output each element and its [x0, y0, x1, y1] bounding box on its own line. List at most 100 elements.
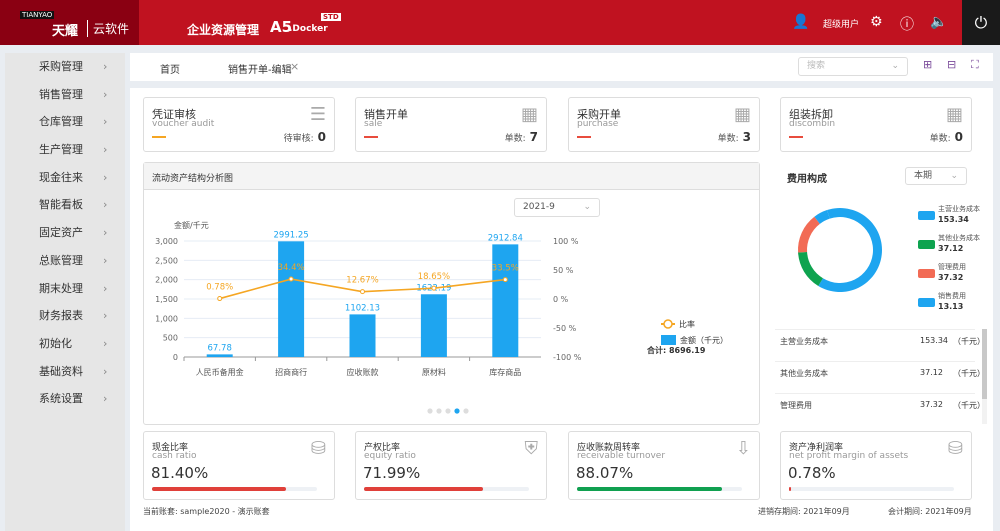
chevron-down-icon: ⌄ — [891, 61, 899, 71]
summary-card[interactable]: 销售开单 sale ▦ 单数: 7 — [355, 97, 547, 152]
sidebar-item[interactable]: 初始化 › — [5, 330, 125, 358]
chevron-right-icon: › — [103, 170, 108, 184]
sidebar-item[interactable]: 现金往来 › — [5, 164, 125, 192]
y-tick-label: 1,500 — [155, 295, 178, 304]
sidebar-item[interactable]: 财务报表 › — [5, 302, 125, 330]
donut-slice[interactable] — [814, 210, 830, 224]
current-account: 当前账套: sample2020 - 演示账套 — [143, 507, 270, 516]
x-tick-label: 招商商行 — [275, 367, 307, 377]
expense-row-value: 37.32 — [920, 400, 943, 409]
ratio-label: 33.5% — [492, 264, 519, 274]
legend-bar-swatch — [661, 335, 676, 345]
search-input[interactable]: 搜索 ⌄ — [798, 57, 908, 76]
card-count: 单数: 0 — [930, 130, 963, 144]
donut-slice[interactable] — [798, 216, 820, 253]
close-icon[interactable]: × — [290, 60, 300, 73]
donut-slice[interactable] — [798, 251, 823, 286]
logo-cn: 天耀 — [52, 24, 79, 39]
expense-period-select[interactable]: 本期 ⌄ — [905, 167, 967, 185]
scrollbar[interactable] — [982, 329, 987, 424]
bar[interactable] — [349, 314, 376, 357]
legend-ratio[interactable]: 比率 — [679, 319, 695, 329]
legend-swatch — [918, 298, 935, 307]
summary-card[interactable]: 凭证审核 voucher audit ☰ 待审核: 0 — [143, 97, 335, 152]
ratio-card[interactable]: 资产净利润率 net profit margin of assets 0.78% ⛁ — [780, 431, 972, 500]
ratio-card[interactable]: 产权比率 equity ratio 71.99% ⛨ — [355, 431, 547, 500]
summary-card[interactable]: 组装拆卸 discombin ▦ 单数: 0 — [780, 97, 972, 152]
y-tick-label: 1,000 — [155, 314, 178, 323]
y-tick-label: 0 — [173, 353, 178, 362]
fullscreen-icon[interactable]: ⛶ — [971, 58, 979, 71]
sidebar-item[interactable]: 生产管理 › — [5, 136, 125, 164]
chevron-right-icon: › — [103, 143, 108, 157]
bar[interactable] — [278, 241, 305, 357]
sidebar-item-label: 系统设置 — [39, 392, 83, 406]
donut-slice[interactable] — [818, 208, 882, 292]
ratio-card[interactable]: 现金比率 cash ratio 81.40% ⛁ — [143, 431, 335, 500]
top-header — [0, 0, 1000, 45]
legend-swatch — [918, 240, 935, 249]
bar-label: 1102.13 — [345, 303, 380, 313]
pager-dot[interactable] — [436, 408, 442, 414]
sidebar-item-label: 智能看板 — [39, 198, 83, 212]
x-tick-label: 人民币备用金 — [196, 367, 244, 377]
count-label: 单数: — [717, 134, 739, 144]
chevron-right-icon: › — [103, 253, 108, 267]
user-icon[interactable]: 👤 — [792, 14, 810, 30]
zoom-in-icon[interactable]: ⊞ — [923, 58, 933, 71]
sidebar-item[interactable]: 采购管理 › — [5, 53, 125, 81]
scrollbar-thumb[interactable] — [982, 329, 987, 399]
expense-row-unit: （千元） — [953, 337, 985, 346]
sidebar-item[interactable]: 期末处理 › — [5, 275, 125, 303]
tab-sale-edit[interactable]: 销售开单-编辑 — [228, 65, 292, 76]
ratio-title: 应收账款周转率 — [577, 443, 641, 453]
app-title: 企业资源管理 — [187, 23, 260, 37]
zoom-out-icon[interactable]: ⊟ — [947, 58, 957, 71]
pager-dot[interactable] — [445, 408, 451, 414]
summary-card[interactable]: 采购开单 purchase ▦ 单数: 3 — [568, 97, 760, 152]
sidebar-item[interactable]: 固定资产 › — [5, 219, 125, 247]
expense-row-name: 其他业务成本 — [780, 369, 828, 378]
ratio-point[interactable] — [217, 296, 223, 302]
ratio-subtitle: receivable turnover — [577, 451, 666, 461]
ratio-point[interactable] — [502, 277, 508, 283]
ratio-point[interactable] — [431, 285, 437, 291]
expense-row-name: 主营业务成本 — [780, 337, 828, 346]
user-name[interactable]: 超级用户 — [823, 20, 860, 30]
power-button[interactable]: ⏻ — [962, 0, 1000, 45]
gear-icon[interactable]: ⚙ — [870, 14, 883, 30]
pager-dot[interactable] — [463, 408, 469, 414]
sidebar-item[interactable]: 系统设置 › — [5, 385, 125, 413]
progress-fill — [152, 487, 287, 491]
sidebar-item[interactable]: 总账管理 › — [5, 247, 125, 275]
ratio-progress-bar — [789, 487, 954, 491]
sidebar-item[interactable]: 智能看板 › — [5, 191, 125, 219]
legend-marker — [663, 319, 673, 329]
chevron-right-icon: › — [103, 281, 108, 295]
speaker-icon[interactable]: 🔈 — [930, 14, 948, 30]
sidebar-item[interactable]: 基础资料 › — [5, 358, 125, 386]
chart-title: 流动资产结构分析图 — [144, 163, 759, 190]
bar[interactable] — [420, 294, 447, 357]
pager-dot[interactable] — [427, 408, 433, 414]
pager-dot[interactable] — [454, 408, 460, 414]
sidebar-item[interactable]: 销售管理 › — [5, 81, 125, 109]
period-select[interactable]: 2021-9 ⌄ — [514, 198, 600, 217]
ratio-progress-bar — [577, 487, 742, 491]
count-value: 3 — [742, 130, 751, 144]
card-subtitle: purchase — [577, 119, 619, 129]
tab-home[interactable]: 首页 — [160, 65, 180, 76]
tab-bar: 首页 销售开单-编辑 × 搜索 ⌄ ⊞ ⊟ ⛶ — [130, 53, 993, 81]
bar[interactable] — [206, 354, 233, 357]
ratio-point[interactable] — [360, 289, 365, 295]
help-icon[interactable]: ⓘ — [900, 17, 914, 33]
ratio-label: 0.78% — [206, 283, 233, 293]
legend-amount[interactable]: 金额（千元） — [680, 335, 728, 345]
y2-tick-label: 50 % — [553, 266, 574, 275]
y-tick-label: 2,500 — [155, 256, 178, 265]
sidebar-item-label: 生产管理 — [39, 143, 83, 157]
ratio-card[interactable]: 应收账款周转率 receivable turnover 88.07% ⇩ — [568, 431, 760, 500]
bar[interactable] — [492, 244, 519, 357]
sidebar-item[interactable]: 仓库管理 › — [5, 108, 125, 136]
ratio-point[interactable] — [288, 276, 294, 282]
